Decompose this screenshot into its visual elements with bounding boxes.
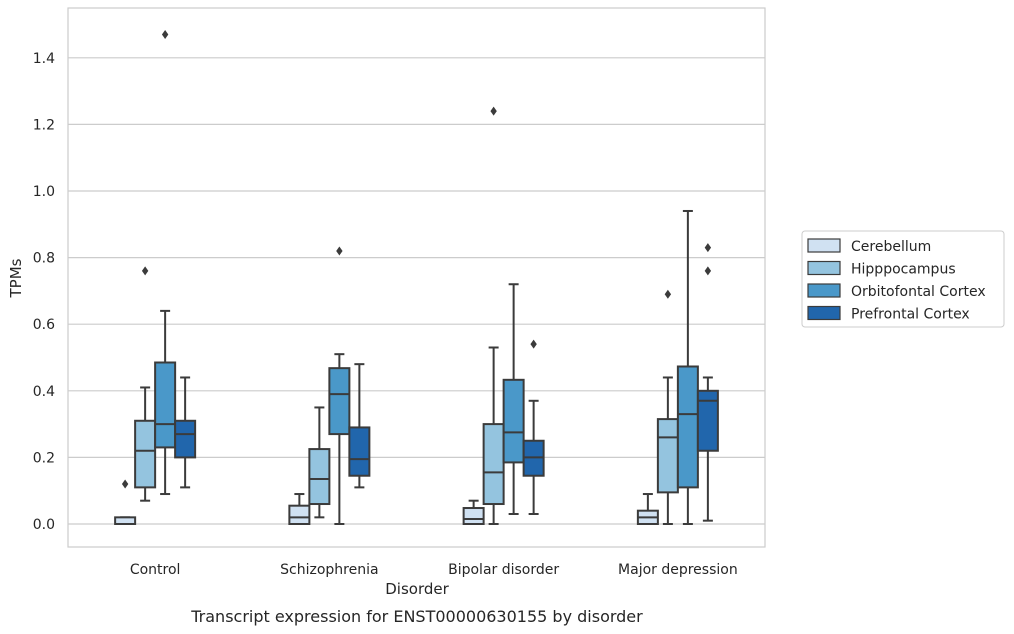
y-tick-label: 0.2 [33,450,55,466]
x-tick-label: Major depression [618,562,738,578]
box-body [502,378,525,464]
box [462,499,485,525]
box-body [656,418,679,494]
outlier-point [161,29,169,39]
box [502,283,525,516]
box-body [328,367,351,436]
y-tick-labels: 0.0 0.2 0.4 0.6 0.8 1.0 1.2 1.4 [33,51,55,533]
plot-frame [67,7,766,548]
box-body [482,423,505,506]
box [154,29,177,496]
box [134,266,157,502]
outlier-point [704,243,712,253]
y-tick-label: 1.2 [33,117,55,133]
box [288,493,311,525]
legend: Cerebellum Hipppocampus Orbitofontal Corte… [801,230,1005,328]
x-tick-label: Schizophrenia [280,562,378,578]
outlier-point [141,266,149,276]
box-body [308,448,331,506]
box-body [154,361,177,449]
legend-swatch [807,238,841,253]
outlier-point [704,266,712,276]
box [522,339,545,516]
x-tick-labels: Control Schizophrenia Bipolar disorder Majo… [130,562,738,578]
box-body [696,389,719,452]
outlier-point [336,246,343,256]
box-body [288,504,311,525]
legend-label: Orbitofontal Cortex [851,284,986,300]
chart-caption: Transcript expression for ENST0000063015… [190,607,643,626]
legend-item: Prefrontal Cortex [807,305,970,323]
box [174,376,197,489]
legend-swatch [807,305,841,321]
box-body [348,426,371,477]
box [482,106,505,525]
legend-frame [801,230,1005,328]
box-body [134,419,157,489]
y-tick-label: 0.8 [33,251,55,267]
y-tick-label: 1.0 [33,184,55,200]
box [328,246,351,525]
legend-item: Hipppocampus [807,260,956,278]
legend-item: Cerebellum [807,238,931,255]
y-tick-label: 0.6 [33,317,55,333]
box [656,289,679,525]
legend-label: Hipppocampus [851,262,956,278]
box-body [174,419,197,459]
legend-swatch [807,260,841,276]
y-tick-label: 0.4 [33,384,55,400]
outlier-point [530,339,537,349]
x-tick-label: Bipolar disorder [448,562,559,578]
box-body [676,365,699,489]
box [308,406,331,519]
x-axis-label: Disorder [385,580,449,598]
outlier-point [664,289,672,299]
legend-swatch [807,283,841,298]
boxes [114,29,719,526]
box [114,479,137,526]
legend-label: Prefrontal Cortex [851,307,970,323]
box-body [462,507,485,525]
y-tick-label: 1.4 [33,51,55,67]
outlier-point [490,106,497,116]
y-tick-label: 0.0 [33,517,55,533]
legend-label: Cerebellum [851,239,931,255]
box [348,363,371,489]
legend-item: Orbitofontal Cortex [807,283,986,300]
outlier-point [121,479,129,489]
x-tick-label: Control [130,562,181,578]
box [696,243,719,522]
y-axis-label: TPMs [7,258,25,298]
box [636,493,659,525]
box [676,209,699,525]
